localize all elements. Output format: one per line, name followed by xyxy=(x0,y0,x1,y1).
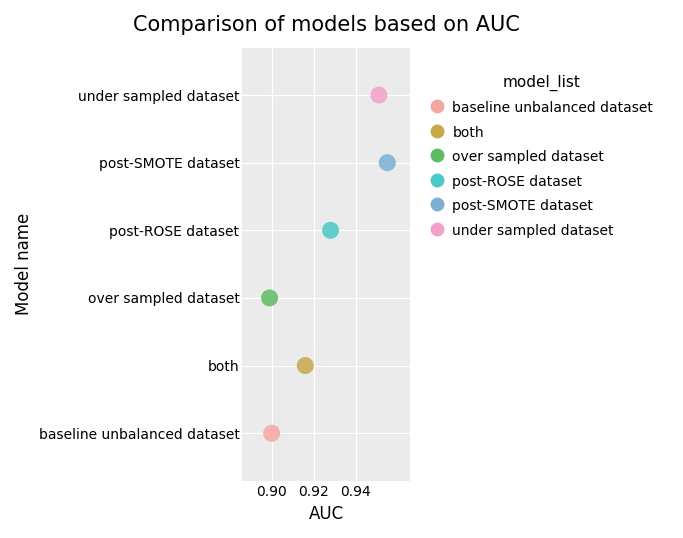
Legend: baseline unbalanced dataset, both, over sampled dataset, post-ROSE dataset, post: baseline unbalanced dataset, both, over … xyxy=(419,63,665,249)
Point xyxy=(300,362,311,370)
Point xyxy=(374,91,385,100)
Title: Comparison of models based on AUC: Comparison of models based on AUC xyxy=(133,15,520,35)
Point xyxy=(325,226,336,235)
Point xyxy=(382,158,393,167)
X-axis label: AUC: AUC xyxy=(309,505,344,523)
Point xyxy=(266,429,277,437)
Y-axis label: Model name: Model name xyxy=(15,213,33,315)
Point xyxy=(264,294,275,302)
